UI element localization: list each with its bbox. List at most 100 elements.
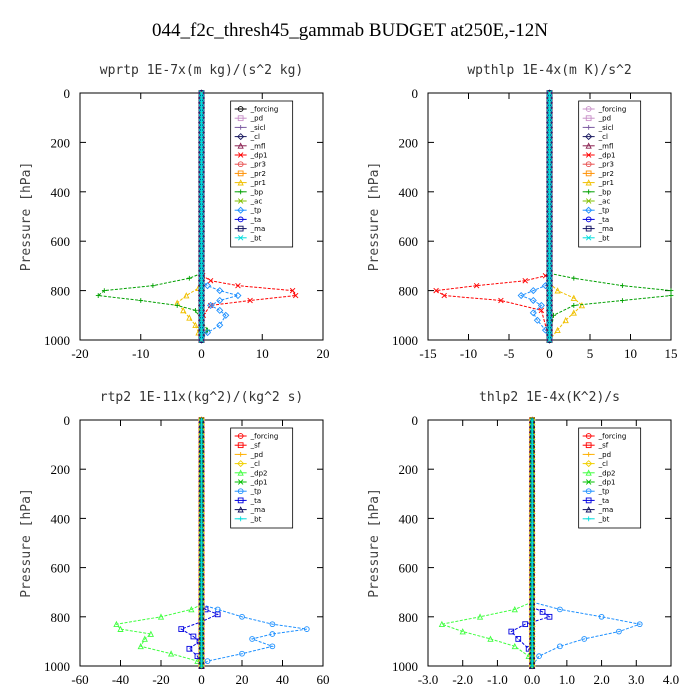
data-point <box>199 575 204 580</box>
series-line <box>201 604 307 667</box>
data-point <box>214 611 221 618</box>
legend-label: _dp1 <box>598 479 616 487</box>
data-point <box>198 213 205 220</box>
legend-label: _bp <box>250 188 264 196</box>
legend-marker <box>237 433 244 439</box>
legend-marker <box>237 235 244 241</box>
y-axis-label: Pressure [hPa] <box>19 162 34 272</box>
legend-label: _forcing <box>598 433 627 441</box>
legend-label: _pd <box>598 115 611 123</box>
data-point <box>546 105 553 111</box>
data-point <box>198 233 205 239</box>
y-tick-label: 1000 <box>44 333 70 348</box>
legend-marker <box>585 106 592 112</box>
legend-marker <box>585 442 592 449</box>
x-tick-label: 10 <box>624 346 637 361</box>
legend-label: _sf <box>598 442 609 450</box>
legend-marker <box>586 189 592 195</box>
legend-marker <box>585 488 592 495</box>
series-bt <box>529 417 535 669</box>
data-point <box>198 144 205 151</box>
data-point <box>529 486 535 492</box>
data-point <box>441 292 447 299</box>
data-point <box>199 629 204 634</box>
legend-label: _ma <box>250 506 266 514</box>
y-tick-label: 200 <box>399 462 419 477</box>
data-point <box>529 604 535 610</box>
legend-marker <box>585 469 592 476</box>
data-point <box>198 124 205 131</box>
data-point <box>199 442 204 447</box>
legend-marker <box>585 479 592 485</box>
data-point <box>529 466 535 472</box>
data-point <box>198 105 205 111</box>
legend-marker <box>237 106 244 112</box>
data-point <box>546 302 553 309</box>
data-point <box>234 292 242 300</box>
data-point <box>199 565 204 570</box>
data-point <box>235 282 241 289</box>
legend-marker <box>585 460 593 468</box>
chart-panel-3: rtp2 1E-11x(kg^2)/(kg^2 s) Pressure [hPa]… <box>19 390 330 687</box>
data-point <box>198 243 205 249</box>
data-point <box>199 447 204 452</box>
series-bt <box>546 90 553 343</box>
data-point <box>199 604 204 610</box>
data-point <box>620 283 625 289</box>
x-tick-label: -10 <box>460 346 477 361</box>
data-point <box>289 287 296 294</box>
data-point <box>529 520 535 526</box>
legend: _forcing_sf_pd_cl_dp2 _dp1_tp_ta_ma_bt <box>578 427 642 529</box>
data-point <box>498 297 504 304</box>
data-point <box>216 287 224 295</box>
legend: _forcing_pd_sicl_cl_mfl_dp1_pr3_pr2_pr1_… <box>230 100 294 248</box>
data-point <box>199 496 204 502</box>
data-point <box>199 461 204 467</box>
y-tick-label: 400 <box>399 185 419 200</box>
data-point <box>529 496 535 502</box>
x-tick-label: 0 <box>546 346 553 361</box>
series-line <box>201 280 240 341</box>
legend-marker <box>237 161 244 168</box>
legend-marker <box>586 125 592 130</box>
data-point <box>239 650 245 657</box>
data-point <box>562 316 569 324</box>
data-point <box>529 471 535 477</box>
data-point <box>533 316 541 324</box>
data-point <box>546 263 553 269</box>
data-point <box>620 298 625 303</box>
data-point <box>204 329 212 337</box>
data-point <box>529 624 535 630</box>
legend-marker <box>585 161 592 168</box>
data-point <box>198 263 205 269</box>
data-point <box>570 309 577 316</box>
y-tick-label: 400 <box>51 511 71 526</box>
data-point <box>199 501 204 507</box>
data-point <box>517 292 525 300</box>
data-point <box>199 491 204 497</box>
data-point <box>198 273 205 279</box>
data-point <box>557 643 563 650</box>
y-tick-label: 1000 <box>44 659 70 674</box>
y-axis-label: Pressure [hPa] <box>367 162 382 272</box>
x-tick-label: 5 <box>587 346 594 361</box>
panel-title: rtp2 1E-11x(kg^2)/(kg^2 s) <box>100 390 304 405</box>
legend-label: _pr1 <box>250 179 266 187</box>
data-point <box>199 452 204 457</box>
data-point <box>199 584 204 590</box>
data-point <box>487 635 494 642</box>
data-point <box>529 589 535 595</box>
legend-label: _dp1 <box>250 479 268 487</box>
data-point <box>199 624 204 630</box>
data-point <box>529 525 535 531</box>
data-point <box>198 208 205 215</box>
x-tick-label: 40 <box>276 672 289 687</box>
data-point <box>578 302 586 309</box>
data-point <box>529 540 535 546</box>
data-point <box>199 614 204 620</box>
legend-marker <box>585 115 592 122</box>
data-point <box>529 437 535 443</box>
data-point <box>269 631 276 637</box>
data-point <box>546 184 553 190</box>
data-point <box>529 456 535 462</box>
